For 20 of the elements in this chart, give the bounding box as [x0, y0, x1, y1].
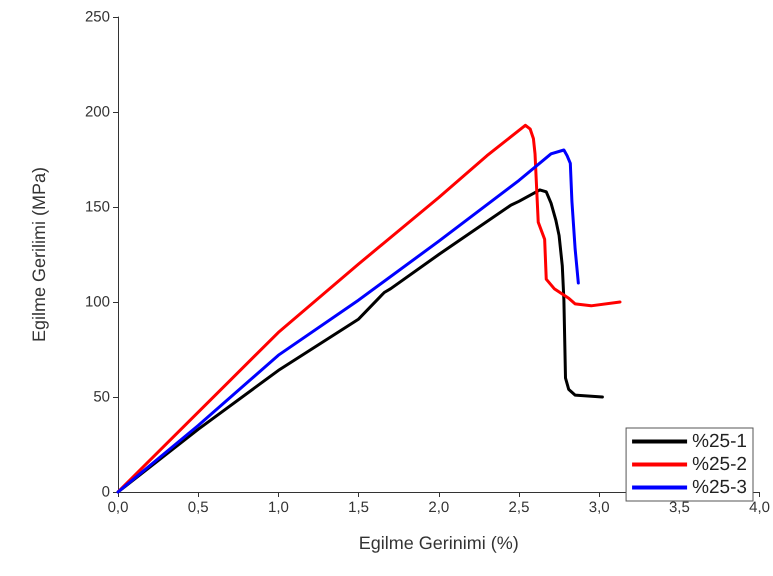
x-tick-label: 4,0 — [749, 499, 770, 516]
legend-label: %25-2 — [692, 454, 747, 475]
y-tick-label: 200 — [84, 104, 110, 120]
x-tick-label: 0,5 — [188, 499, 209, 516]
x-tick-label: 2,0 — [428, 499, 450, 516]
legend-label: %25-3 — [692, 477, 747, 498]
x-tick-label: 3,5 — [668, 499, 690, 516]
legend-label: %25-1 — [692, 431, 747, 452]
y-tick-label: 150 — [84, 198, 110, 216]
y-tick-label: 0 — [102, 484, 110, 500]
y-tick-label: 100 — [84, 294, 110, 310]
x-tick-label: 1,5 — [348, 499, 370, 516]
x-tick-label: 3,0 — [588, 499, 610, 516]
y-axis-title: Egilme Gerilimi (MPa) — [29, 166, 49, 342]
x-tick-label: 1,0 — [268, 499, 289, 516]
x-axis-title: Egilme Gerinimi (%) — [358, 533, 519, 553]
x-tick-label: 0,0 — [108, 499, 128, 516]
x-tick-label: 2,5 — [508, 499, 530, 516]
y-tick-label: 250 — [84, 8, 110, 26]
y-tick-label: 50 — [93, 388, 110, 406]
